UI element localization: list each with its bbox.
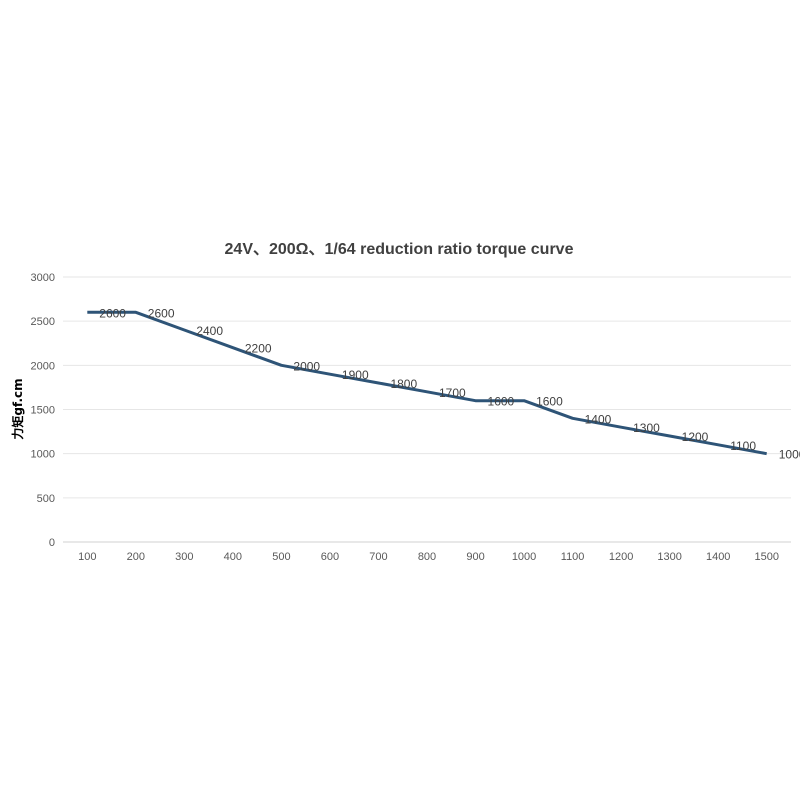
x-tick-label: 1100 bbox=[561, 551, 585, 563]
data-label: 1700 bbox=[439, 386, 466, 400]
x-tick-label: 1300 bbox=[657, 551, 681, 563]
x-tick-label: 900 bbox=[466, 551, 484, 563]
data-label: 1600 bbox=[536, 395, 563, 409]
y-tick-label: 3000 bbox=[31, 272, 55, 284]
y-tick-label: 500 bbox=[37, 493, 55, 505]
data-label: 1100 bbox=[730, 439, 756, 453]
data-label: 1900 bbox=[342, 368, 369, 382]
x-tick-label: 600 bbox=[321, 551, 339, 563]
chart-title: 24V、200Ω、1/64 reduction ratio torque cur… bbox=[225, 241, 574, 258]
series-line bbox=[87, 310, 767, 456]
gridlines bbox=[63, 276, 791, 499]
data-label: 2400 bbox=[196, 324, 223, 338]
x-tick-label: 100 bbox=[78, 551, 96, 563]
x-tick-label: 700 bbox=[369, 551, 387, 563]
data-label: 1600 bbox=[488, 395, 515, 409]
x-tick-label: 1200 bbox=[609, 551, 633, 563]
y-tick-label: 1000 bbox=[31, 449, 55, 461]
x-tick-label: 800 bbox=[418, 551, 436, 563]
y-tick-label: 2000 bbox=[31, 360, 55, 372]
data-label: 1300 bbox=[633, 421, 660, 435]
data-label: 2600 bbox=[99, 306, 126, 320]
y-tick-label: 2500 bbox=[31, 316, 55, 328]
series-layer bbox=[87, 310, 767, 456]
data-label: 1800 bbox=[390, 377, 417, 391]
x-tick-label: 1000 bbox=[512, 551, 536, 563]
data-label: 1200 bbox=[682, 430, 709, 444]
x-tick-label: 500 bbox=[272, 551, 290, 563]
data-label: 2200 bbox=[245, 342, 272, 356]
data-label: 1400 bbox=[585, 412, 612, 426]
x-tick-label: 300 bbox=[175, 551, 193, 563]
y-tick-label: 0 bbox=[49, 537, 55, 549]
data-label: 1000 bbox=[779, 448, 800, 462]
data-labels: 2600 2600 2400 2200 2000 1900 1800 1700 1600 1600… bbox=[99, 306, 800, 461]
x-tick-label: 1500 bbox=[754, 551, 778, 563]
x-tick-label: 200 bbox=[127, 551, 145, 563]
x-tick-label: 1400 bbox=[706, 551, 730, 563]
y-tick-label: 1500 bbox=[31, 405, 55, 417]
x-tick-label: 400 bbox=[224, 551, 242, 563]
data-label: 2600 bbox=[148, 306, 175, 320]
axes: 0 500 1000 1500 2000 2500 3000 100 200 300 400 500 6… bbox=[31, 272, 791, 563]
y-axis-label: 力矩gf.cm bbox=[10, 378, 25, 439]
data-label: 2000 bbox=[293, 359, 320, 373]
